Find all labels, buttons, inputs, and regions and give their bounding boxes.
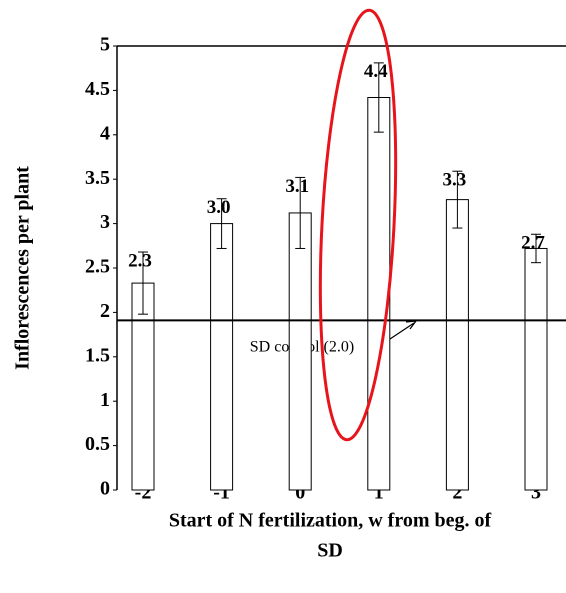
bar bbox=[445, 199, 469, 491]
x-tick-label: 3 bbox=[531, 482, 541, 504]
y-tick-label: 1 bbox=[100, 389, 110, 411]
error-bar bbox=[531, 233, 541, 264]
y-tick-label: 0 bbox=[100, 478, 110, 500]
y-tick-label: 4.5 bbox=[85, 78, 110, 100]
error-bar bbox=[373, 62, 384, 133]
bar bbox=[210, 223, 234, 491]
y-tick-label: 3 bbox=[100, 211, 110, 233]
error-bar bbox=[216, 198, 227, 249]
x-axis-label: SD bbox=[317, 540, 343, 562]
bar bbox=[367, 97, 391, 491]
data-label: 3.1 bbox=[285, 176, 309, 197]
y-tick-label: 2 bbox=[100, 300, 110, 322]
bar bbox=[524, 247, 548, 491]
y-tick-label: 1.5 bbox=[85, 344, 110, 366]
x-tick-label: 2 bbox=[452, 482, 462, 504]
highlight-ellipse bbox=[318, 8, 398, 442]
y-tick-label: 5 bbox=[100, 34, 110, 56]
error-bar bbox=[452, 170, 463, 229]
y-tick-label: 0.5 bbox=[85, 433, 110, 455]
data-label: 3.3 bbox=[443, 170, 467, 191]
error-bar bbox=[138, 251, 148, 315]
y-tick-label: 3.5 bbox=[85, 167, 110, 189]
y-tick-label: 4 bbox=[100, 122, 110, 144]
x-tick-label: 0 bbox=[295, 482, 305, 504]
x-tick-label: 1 bbox=[374, 482, 384, 504]
y-axis-label: Inflorescences per plant bbox=[12, 166, 34, 370]
x-axis-label: Start of N fertilization, w from beg. of bbox=[169, 510, 492, 532]
y-tick-label: 2.5 bbox=[85, 256, 110, 278]
error-bar bbox=[295, 176, 306, 249]
data-label: 2.3 bbox=[128, 250, 152, 271]
bar bbox=[288, 212, 312, 491]
data-label: 3.0 bbox=[207, 197, 231, 218]
data-label: 2.7 bbox=[521, 233, 545, 254]
data-label: 4.4 bbox=[364, 61, 388, 82]
